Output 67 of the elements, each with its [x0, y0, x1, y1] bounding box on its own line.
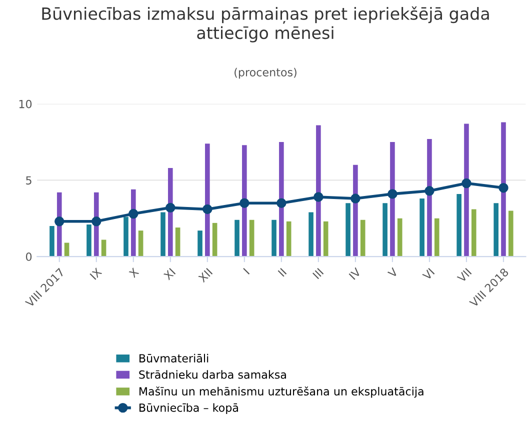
bar [382, 203, 388, 257]
point [388, 189, 398, 199]
point [462, 178, 472, 188]
bar [272, 220, 276, 257]
x-tick-label: II [278, 268, 287, 277]
point [202, 204, 212, 214]
point [92, 216, 102, 226]
x-tick-label: V [387, 267, 398, 278]
bar [249, 220, 254, 257]
bar [86, 224, 92, 257]
bar [205, 144, 210, 257]
bar [316, 125, 321, 257]
bar [101, 240, 106, 257]
point [166, 202, 176, 213]
bar [427, 138, 432, 257]
legend-label: Būvniecība – kopā [140, 403, 238, 414]
bar [234, 220, 240, 257]
point [54, 216, 64, 226]
bar [198, 230, 202, 257]
bar [501, 122, 506, 257]
bar [242, 145, 247, 257]
legend-label: Strādnieku darba samaksa [139, 370, 286, 379]
x-tick-label: I [243, 268, 250, 274]
bar [50, 226, 54, 257]
point [424, 186, 434, 196]
x-tick-label: XI [163, 268, 176, 280]
bar [308, 212, 314, 257]
bar [323, 221, 328, 257]
bar [138, 230, 144, 257]
bar [397, 218, 402, 257]
point [276, 198, 286, 208]
point [240, 198, 250, 208]
bar [471, 209, 476, 257]
x-tick-label: X [128, 267, 140, 278]
point [314, 192, 324, 202]
legend-label: Mašīnu un mehānismu uzturēšana un ekspluatācija [140, 386, 424, 398]
x-tick-label: VI [422, 268, 435, 281]
chart-title: Būvniecības izmaksu pārmaiņas pret iepriekšējā gada attiecīgo mēnesi [42, 6, 489, 42]
bar [279, 142, 284, 257]
y-tick-label: 0 [26, 252, 32, 261]
y-tick-label: 5 [26, 176, 32, 185]
bar [168, 168, 173, 257]
y-tick-label: 10 [19, 100, 32, 108]
x-tick-label: XII [198, 268, 213, 283]
bar [286, 221, 292, 257]
bar [456, 194, 462, 257]
bar [160, 212, 166, 257]
point [498, 182, 508, 193]
bar [360, 220, 366, 257]
point [350, 194, 360, 204]
bar [420, 198, 424, 257]
bar [434, 218, 440, 257]
x-tick-label: III [312, 268, 324, 280]
x-tick-label: IV [348, 267, 362, 280]
bar [346, 203, 350, 257]
point [128, 208, 138, 219]
bar [494, 203, 498, 257]
bar [175, 228, 180, 257]
bar [212, 222, 218, 257]
bar [508, 210, 514, 257]
bar [464, 124, 469, 257]
x-tick-label: VII [456, 268, 472, 283]
x-tick-label: IX [90, 267, 102, 280]
chart-subtitle: (procentos) [234, 68, 296, 79]
bar [124, 216, 128, 257]
legend-label: Būvmateriāli [140, 354, 208, 362]
bar [390, 142, 395, 257]
